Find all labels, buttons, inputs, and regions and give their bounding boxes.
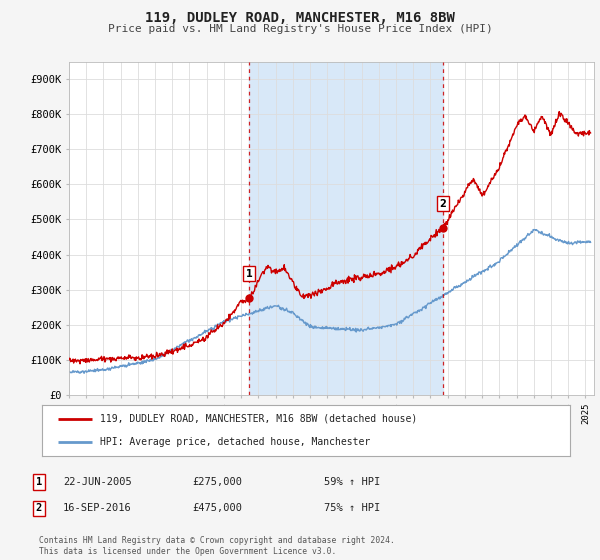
Text: £475,000: £475,000 [192, 503, 242, 514]
Text: 2: 2 [36, 503, 42, 514]
Text: HPI: Average price, detached house, Manchester: HPI: Average price, detached house, Manc… [100, 437, 370, 447]
Text: Price paid vs. HM Land Registry's House Price Index (HPI): Price paid vs. HM Land Registry's House … [107, 24, 493, 34]
Text: Contains HM Land Registry data © Crown copyright and database right 2024.
This d: Contains HM Land Registry data © Crown c… [39, 536, 395, 556]
Text: 1: 1 [36, 477, 42, 487]
Text: 2: 2 [439, 199, 446, 209]
Text: 75% ↑ HPI: 75% ↑ HPI [324, 503, 380, 514]
Text: 119, DUDLEY ROAD, MANCHESTER, M16 8BW: 119, DUDLEY ROAD, MANCHESTER, M16 8BW [145, 11, 455, 25]
Text: 1: 1 [246, 269, 253, 279]
Text: 22-JUN-2005: 22-JUN-2005 [63, 477, 132, 487]
Text: 59% ↑ HPI: 59% ↑ HPI [324, 477, 380, 487]
Text: 16-SEP-2016: 16-SEP-2016 [63, 503, 132, 514]
Text: £275,000: £275,000 [192, 477, 242, 487]
Bar [249, 62, 443, 395]
Text: 119, DUDLEY ROAD, MANCHESTER, M16 8BW (detached house): 119, DUDLEY ROAD, MANCHESTER, M16 8BW (d… [100, 414, 418, 424]
